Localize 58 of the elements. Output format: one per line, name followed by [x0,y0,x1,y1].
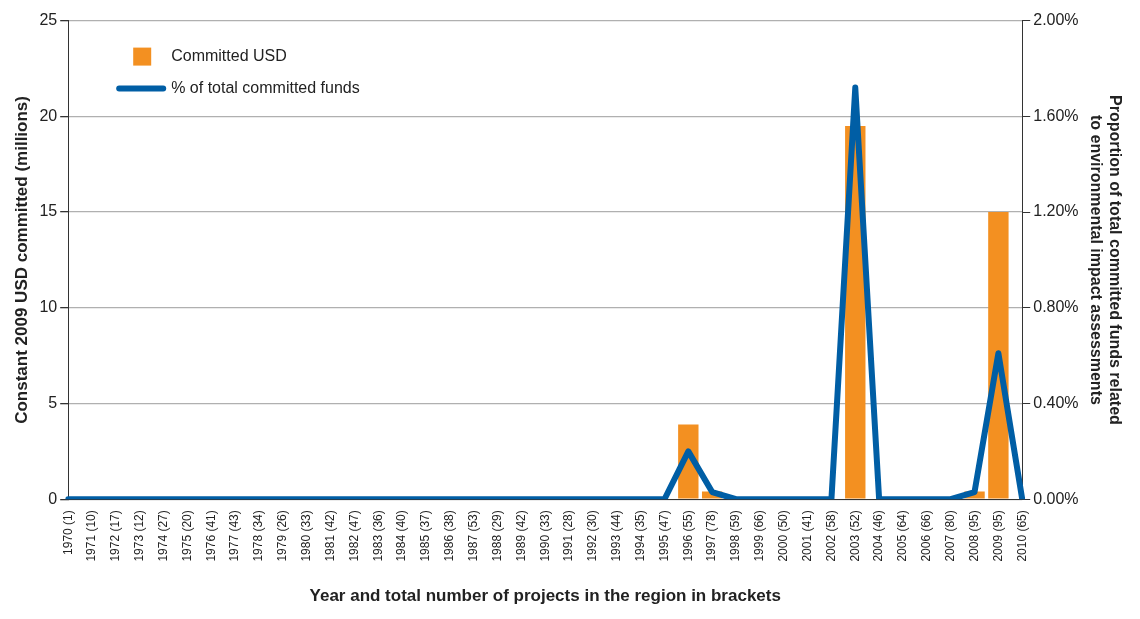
x-tick-label: 1988 (29) [489,510,504,562]
x-tick-label: 1996 (55) [680,510,695,562]
x-tick-label: 1987 (53) [465,510,480,562]
x-tick-label: 1991 (28) [561,510,576,562]
x-tick-label: 1997 (78) [704,510,719,562]
x-tick-label: 2010 (65) [1014,510,1029,562]
x-tick-label: 1993 (44) [609,510,624,562]
x-tick-label: 1977 (43) [227,510,242,562]
x-tick-label: 2003 (52) [847,510,862,562]
x-tick-label: 1975 (20) [179,510,194,562]
y2-tick-label: 0.00% [1033,489,1079,507]
y-tick-label: 20 [39,106,58,124]
x-tick-label: 1981 (42) [322,510,337,562]
y2-tick-label: 2.00% [1033,11,1079,29]
x-tick-label: 2009 (95) [990,510,1005,562]
x-tick-label: 2004 (46) [871,510,886,562]
x-tick-label: 2000 (50) [776,510,791,562]
y2-tick-label: 1.60% [1033,106,1079,124]
x-tick-label: 1972 (17) [108,510,123,562]
x-tick-label: 1995 (47) [656,510,671,562]
x-tick-label: 2007 (80) [942,510,957,562]
y-tick-label: 10 [39,298,58,316]
x-tick-label: 1990 (33) [537,510,552,562]
y2-tick-label: 1.20% [1033,202,1079,220]
x-tick-label: 1971 (10) [84,510,99,562]
y2-axis-title: Proportion of total committed funds related to environmental impact assessments [1087,95,1124,425]
x-tick-label: 1999 (66) [752,510,767,562]
x-tick-label: 2002 (58) [823,510,838,562]
x-axis-title: Year and total number of projects in the region in brackets [309,586,781,606]
legend-label: % of total committed funds [171,79,360,97]
legend-label: Committed USD [171,47,287,65]
x-tick-label: 1982 (47) [346,510,361,562]
x-tick-label: 1984 (40) [394,510,409,562]
x-tick-label: 1985 (37) [418,510,433,562]
x-tick-label: 1976 (41) [203,510,218,562]
x-tick-label: 1979 (26) [275,510,290,562]
x-tick-label: 1973 (12) [132,510,147,562]
x-tick-label: 1989 (42) [513,510,528,562]
y-tick-label: 0 [48,489,58,507]
x-tick-label: 2008 (95) [966,510,981,562]
y2-tick-label: 0.80% [1033,298,1079,316]
y-axis-title: Constant 2009 USD committed (millions) [11,96,31,424]
x-tick-label: 1992 (30) [585,510,600,562]
x-tick-label: 1974 (27) [155,510,170,562]
x-tick-label: 1998 (59) [728,510,743,562]
x-tick-label: 2005 (64) [895,510,910,562]
x-tick-label: 1983 (36) [370,510,385,562]
y-tick-label: 5 [48,393,58,411]
x-tick-label: 2001 (41) [799,510,814,562]
x-tick-label: 2006 (66) [919,510,934,562]
x-tick-label: 1978 (34) [251,510,266,562]
y2-tick-label: 0.40% [1033,393,1079,411]
x-tick-label: 1986 (38) [442,510,457,562]
y-tick-label: 25 [39,11,58,29]
y-tick-label: 15 [39,202,58,220]
x-tick-label: 1980 (33) [299,510,314,562]
x-tick-label: 1994 (35) [632,510,647,562]
x-tick-label: 1970 (1) [60,510,75,555]
